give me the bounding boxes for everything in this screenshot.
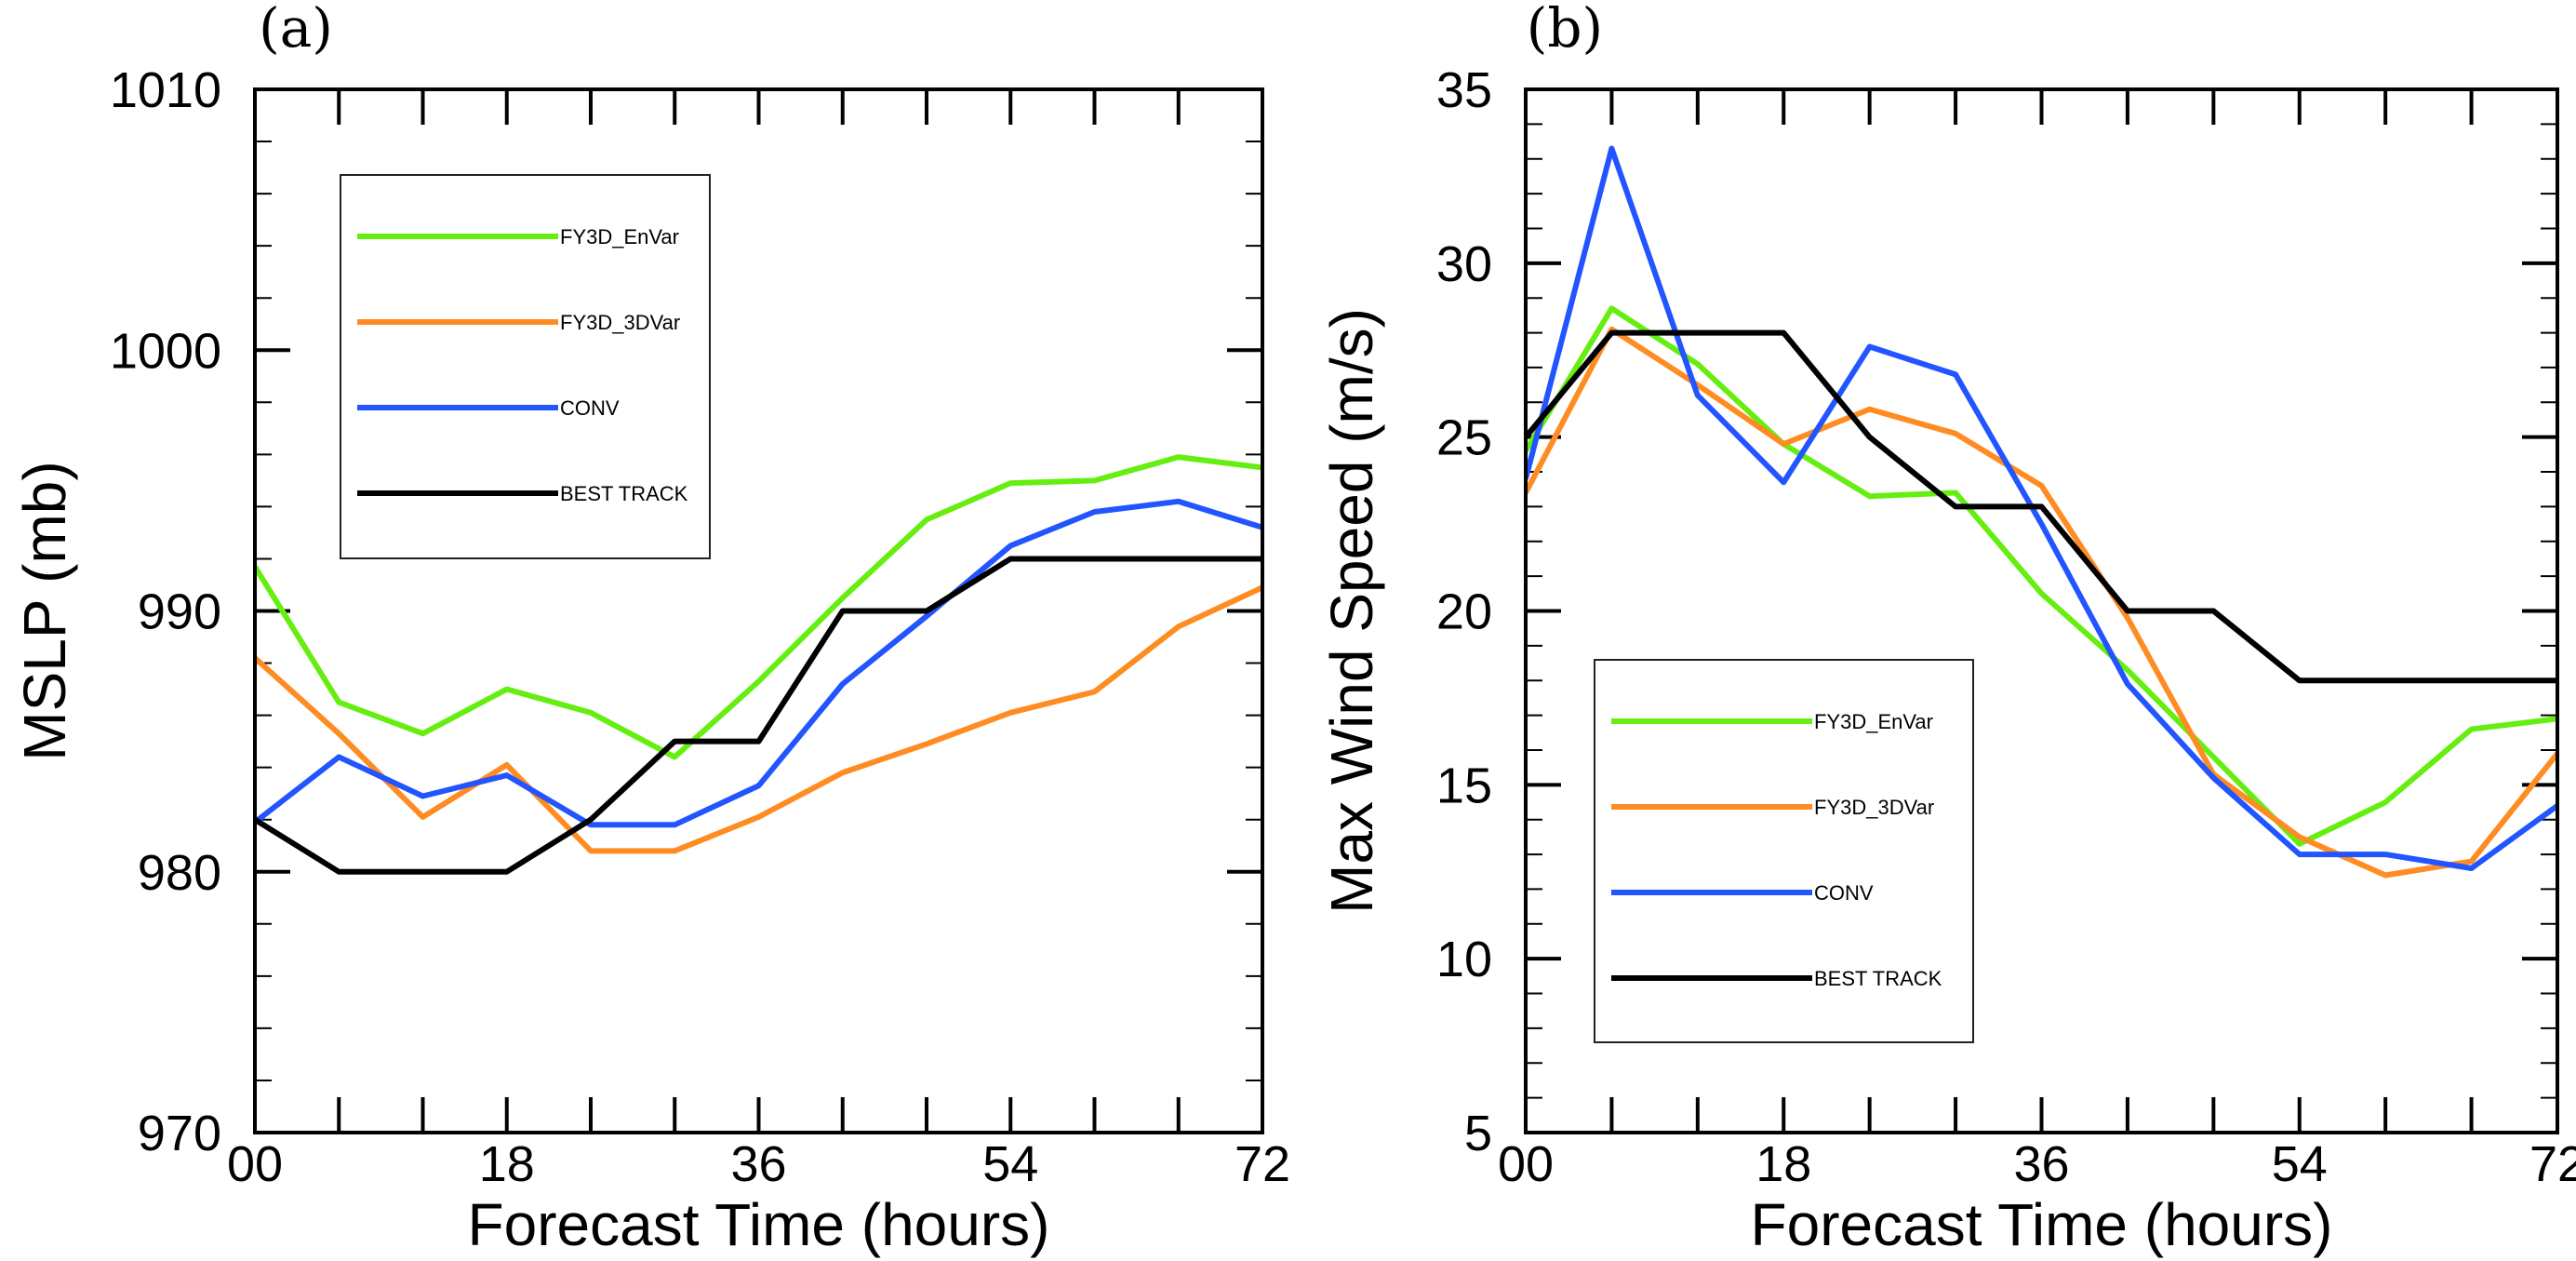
x-tick-label: 72 bbox=[1235, 1136, 1290, 1192]
series-line-conv bbox=[255, 498, 1262, 828]
y-tick-label: 980 bbox=[138, 845, 221, 901]
series-line-best-track bbox=[1526, 329, 2557, 684]
x-tick-label: 18 bbox=[479, 1136, 535, 1192]
legend-label: FY3D_EnVar bbox=[1814, 710, 1933, 733]
series-line-fy3d-envar bbox=[255, 454, 1262, 760]
x-tick-label: 54 bbox=[2272, 1136, 2328, 1192]
y-tick-label: 25 bbox=[1436, 410, 1492, 466]
y-tick-label: 990 bbox=[138, 584, 221, 640]
y-tick-label: 30 bbox=[1436, 236, 1492, 292]
x-axis-title: Forecast Time (hours) bbox=[468, 1191, 1050, 1258]
legend: FY3D_EnVar FY3D_3DVar CONV BEST TRACK bbox=[340, 174, 711, 559]
legend-label: BEST TRACK bbox=[560, 482, 688, 505]
series-line-fy3d-3dvar bbox=[1526, 326, 2557, 879]
legend-label: BEST TRACK bbox=[1814, 967, 1942, 990]
series-line-fy3d-3dvar bbox=[255, 584, 1262, 854]
y-tick-label: 15 bbox=[1436, 758, 1492, 813]
chart-panel-b: (b) 00 18 36 54 72 5 10 15 20 25 30 35 Forecast Time … bbox=[1318, 0, 2576, 1258]
legend-label: FY3D_EnVar bbox=[560, 225, 679, 248]
plot-frame bbox=[1524, 87, 2559, 1134]
panel-label: (b) bbox=[1527, 0, 1603, 60]
y-tick-label: 20 bbox=[1436, 584, 1492, 640]
x-tick-label: 36 bbox=[2013, 1136, 2069, 1192]
series-line-conv bbox=[1526, 145, 2557, 872]
series-line-best-track bbox=[255, 556, 1262, 875]
y-tick-label: 1000 bbox=[110, 323, 221, 379]
y-tick-label: 35 bbox=[1436, 62, 1492, 118]
plot-frame bbox=[253, 87, 1264, 1134]
y-axis-title: MSLP (mb) bbox=[11, 461, 78, 760]
x-tick-label: 18 bbox=[1755, 1136, 1811, 1192]
x-tick-label: 36 bbox=[730, 1136, 786, 1192]
panel-label: (a) bbox=[259, 0, 333, 60]
x-tick-label: 72 bbox=[2529, 1136, 2576, 1192]
chart-panel-a: (a) 00 18 36 54 72 970 980 990 1000 1010 Forecast T… bbox=[11, 0, 1290, 1258]
legend-label: CONV bbox=[1814, 881, 1874, 905]
legend-label: FY3D_3DVar bbox=[560, 311, 680, 334]
y-tick-label: 5 bbox=[1464, 1106, 1492, 1161]
x-axis-title: Forecast Time (hours) bbox=[1751, 1191, 2333, 1258]
x-tick-label: 00 bbox=[227, 1136, 283, 1192]
y-tick-label: 1010 bbox=[110, 62, 221, 118]
legend: FY3D_EnVar FY3D_3DVar CONV BEST TRACK bbox=[1594, 659, 1974, 1043]
y-tick-label: 970 bbox=[138, 1106, 221, 1161]
legend-label: CONV bbox=[560, 396, 620, 420]
x-tick-label: 54 bbox=[982, 1136, 1038, 1192]
y-axis-title: Max Wind Speed (m/s) bbox=[1318, 308, 1385, 914]
legend-label: FY3D_3DVar bbox=[1814, 796, 1934, 819]
x-tick-label: 00 bbox=[1498, 1136, 1554, 1192]
series-line-fy3d-envar bbox=[1526, 305, 2557, 847]
y-tick-label: 10 bbox=[1436, 932, 1492, 987]
